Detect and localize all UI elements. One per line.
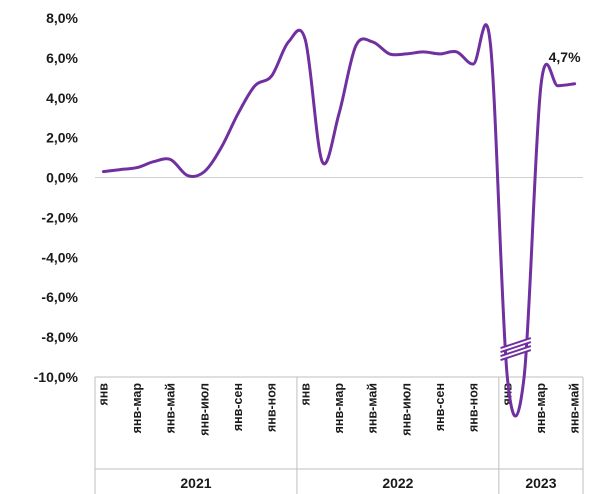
x-tick-label: янв-сен: [231, 383, 245, 431]
x-axis: янв янв-мар янв-май янв-июл янв-сен янв-ноя ян…: [94, 177, 584, 494]
x-tick-label: янв-июл: [197, 383, 211, 436]
x-tick-label: янв-май: [366, 383, 380, 433]
x-tick-label: янв-май: [568, 383, 582, 433]
axis-break-gap: [499, 345, 532, 361]
x-tick-label: янв-июл: [399, 383, 413, 436]
year-label: 2023: [525, 475, 556, 491]
y-tick-label: 4,0%: [46, 90, 78, 106]
y-tick-label: -10,0%: [34, 369, 79, 385]
plot-area: [101, 23, 577, 418]
data-label: 4,7%: [549, 49, 581, 65]
axis-break-mark: [500, 341, 532, 354]
axis-break-mark: [500, 349, 532, 362]
x-tick-label: янв-мар: [332, 383, 346, 434]
axis-break-mark: [500, 337, 532, 350]
y-tick-label: -6,0%: [41, 289, 78, 305]
y-tick-label: -8,0%: [41, 329, 78, 345]
x-tick-label: янв-сен: [433, 383, 447, 431]
x-tick-label: янв-ноя: [467, 383, 481, 432]
year-label: 2022: [382, 475, 413, 491]
x-tick-label: янв-мар: [130, 383, 144, 434]
x-tick-label: янв: [298, 383, 312, 406]
y-tick-label: 0,0%: [46, 170, 78, 186]
year-label: 2021: [180, 475, 211, 491]
y-tick-label: -2,0%: [41, 209, 78, 225]
series-line: [101, 23, 577, 418]
y-axis: 8,0% 6,0% 4,0% 2,0% 0,0% -2,0% -4,0% -6,0% -8,0%…: [34, 10, 79, 385]
x-tick-label: янв: [96, 383, 110, 406]
axis-break-gap: [499, 337, 532, 353]
y-tick-label: -4,0%: [41, 249, 78, 265]
x-tick-label: янв-май: [164, 383, 178, 433]
x-tick-label: янв-мар: [534, 383, 548, 434]
y-tick-label: 8,0%: [46, 10, 78, 26]
axis-break-mark: [500, 345, 532, 358]
data-labels: 4,7%: [549, 49, 581, 65]
y-tick-label: 2,0%: [46, 130, 78, 146]
y-tick-label: 6,0%: [46, 50, 78, 66]
x-tick-label: янв-ноя: [265, 383, 279, 432]
